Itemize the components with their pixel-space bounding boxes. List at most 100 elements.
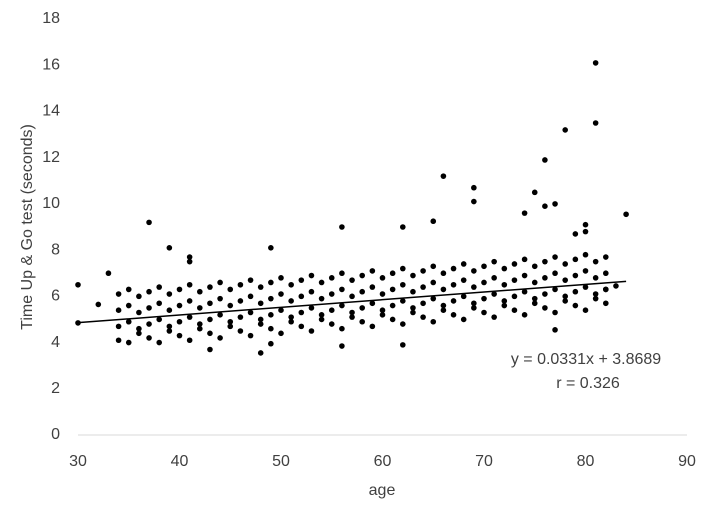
point: [257, 316, 264, 323]
point: [339, 224, 345, 230]
point: [176, 332, 183, 339]
point: [237, 328, 244, 334]
point: [450, 298, 457, 304]
point: [572, 256, 579, 263]
point: [278, 307, 284, 314]
point: [592, 60, 599, 66]
point: [247, 293, 254, 300]
point: [186, 258, 193, 265]
point: [542, 305, 548, 311]
point: [197, 288, 203, 295]
point: [268, 279, 274, 286]
point: [75, 281, 81, 288]
point: [166, 291, 173, 297]
point: [430, 318, 437, 325]
point: [400, 265, 406, 272]
point: [562, 293, 568, 300]
point: [420, 314, 426, 320]
point: [369, 323, 376, 330]
point: [582, 268, 589, 274]
point: [227, 286, 234, 293]
point: [237, 298, 244, 304]
point: [400, 321, 406, 327]
point: [389, 270, 396, 277]
point: [298, 323, 305, 330]
point: [288, 281, 294, 288]
point: [460, 277, 467, 283]
point: [247, 332, 254, 339]
point: [217, 335, 223, 341]
point: [592, 295, 599, 302]
point: [542, 291, 548, 297]
point: [572, 288, 579, 295]
point: [115, 307, 122, 314]
point: [176, 318, 183, 325]
point: [603, 300, 609, 307]
point: [531, 295, 538, 302]
point: [592, 258, 599, 265]
point: [217, 312, 223, 318]
point: [460, 261, 467, 267]
point: [542, 275, 548, 281]
point: [572, 231, 579, 237]
point: [623, 211, 629, 218]
point: [136, 325, 142, 332]
point: [552, 327, 558, 333]
point: [207, 330, 213, 337]
x-tick-label: 60: [374, 453, 392, 470]
point: [531, 300, 538, 307]
point: [166, 307, 173, 314]
point: [521, 288, 528, 295]
point: [460, 293, 467, 300]
point: [359, 305, 366, 311]
point: [531, 279, 538, 286]
point: [339, 270, 345, 277]
y-axis-label: Time Up & Go test (seconds): [19, 124, 36, 330]
point: [318, 316, 325, 323]
point: [440, 286, 447, 293]
point: [166, 245, 173, 251]
point: [217, 279, 223, 286]
point: [542, 157, 548, 163]
y-tick-label: 18: [42, 10, 60, 27]
point: [410, 305, 416, 311]
x-tick-label: 80: [577, 453, 595, 470]
point: [501, 302, 508, 309]
point: [227, 323, 234, 330]
point: [308, 288, 315, 295]
point: [298, 277, 305, 283]
point: [288, 298, 294, 304]
point: [227, 302, 234, 309]
point: [531, 189, 538, 196]
point: [349, 314, 355, 320]
point: [318, 295, 325, 302]
point: [471, 268, 477, 274]
point: [257, 350, 264, 356]
point: [146, 219, 152, 226]
point: [400, 224, 406, 230]
point: [582, 307, 589, 314]
point: [268, 312, 274, 318]
y-tick-label: 8: [51, 241, 60, 258]
point: [481, 263, 487, 270]
point: [450, 312, 457, 318]
point: [613, 283, 619, 289]
point: [298, 309, 305, 316]
point: [379, 275, 386, 281]
point: [186, 314, 193, 320]
point: [308, 328, 315, 334]
y-tick-label: 0: [51, 426, 60, 443]
point: [603, 286, 609, 293]
point: [450, 265, 457, 272]
point: [369, 268, 376, 274]
point: [176, 302, 183, 309]
point: [389, 316, 396, 323]
point: [410, 288, 416, 295]
point: [491, 275, 497, 281]
point: [491, 258, 497, 265]
x-axis-label: age: [369, 482, 396, 499]
point: [186, 281, 193, 288]
point: [339, 286, 345, 293]
y-tick-label: 2: [51, 380, 60, 397]
